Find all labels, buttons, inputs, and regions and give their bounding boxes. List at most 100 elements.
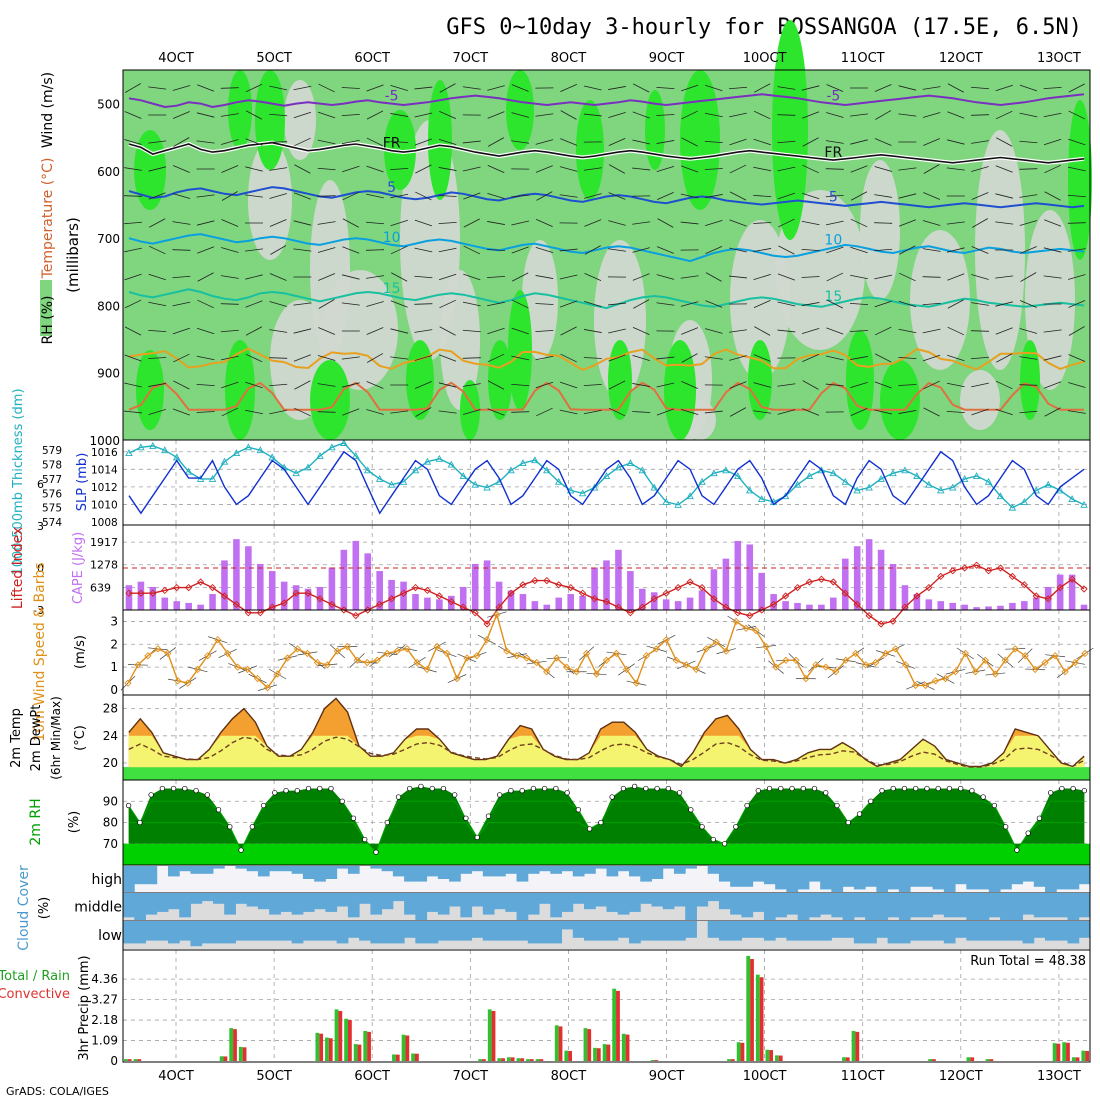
wind-barb [245, 83, 263, 93]
wind-barb [995, 193, 1014, 199]
wind-barb [632, 139, 651, 145]
cloud-bar [302, 921, 315, 941]
cape-bar [328, 567, 336, 610]
wind-barb [1067, 222, 1086, 224]
wind-barb [874, 222, 893, 224]
lifted-index-tick-label: 6 [37, 478, 44, 491]
cloud-bar [977, 866, 990, 890]
rh-point [182, 785, 188, 792]
wind-barb [753, 382, 771, 388]
wind-barb [971, 192, 989, 200]
precip-total-bar [133, 1059, 138, 1061]
wind-barb [560, 353, 577, 363]
wind-barb [996, 137, 1013, 147]
rh-point [733, 824, 739, 830]
precip-total-bar [344, 1018, 348, 1061]
lifted-index-point [626, 609, 635, 617]
wind-barb [511, 411, 530, 413]
wind-barb [632, 221, 651, 225]
wind-speed-line [127, 612, 1086, 689]
cloud-bar [1067, 866, 1080, 890]
wind-barb [245, 326, 263, 336]
precip-total-bar [478, 1059, 483, 1061]
thickness-point [543, 466, 551, 474]
wind-barb [318, 327, 336, 335]
wind-barb [438, 247, 457, 253]
wind-barb [366, 327, 384, 335]
wind-barb [269, 141, 288, 143]
rh-point [125, 802, 132, 809]
cloud-bar [1078, 921, 1091, 938]
cape-bar [543, 604, 551, 610]
wind-barb [535, 246, 554, 254]
wind-speed-point [862, 661, 870, 669]
cloud-bar [696, 893, 709, 907]
cape-bar [424, 597, 431, 610]
cape-bar [889, 563, 897, 610]
date-tick-label-top: 8OCT [551, 51, 587, 66]
cloud-bar [145, 893, 158, 915]
wind-barb [875, 110, 892, 120]
thickness-point [578, 489, 587, 497]
thickness-point [829, 469, 838, 477]
wind-speed-point [642, 652, 651, 660]
cape-bar [555, 597, 563, 610]
precip-total-bar [650, 1060, 655, 1061]
wind-barb [802, 408, 820, 416]
cape-bar [818, 604, 825, 610]
cloud-bar [190, 893, 203, 904]
cape-bar [471, 563, 479, 610]
rh-moist-patch [1068, 100, 1092, 260]
precip-convective-bar [730, 1059, 735, 1061]
cloud-bar [651, 893, 664, 907]
wind-barb [415, 407, 432, 417]
rh-point [373, 849, 379, 855]
rh-point [317, 785, 323, 792]
cloud-bar [336, 893, 349, 907]
precip-convective-bar [596, 1048, 601, 1061]
wind-barb [220, 113, 239, 117]
precip-convective-bar [1066, 1042, 1070, 1061]
cloud-bar [246, 866, 259, 872]
wind-speed-point [543, 668, 551, 676]
precip-convective-bar [137, 1059, 142, 1061]
cloud-bar [1000, 921, 1012, 941]
rh-point [1025, 830, 1031, 836]
wind-speed-point [981, 656, 989, 664]
wind-barb [123, 221, 143, 225]
cape-bar [173, 601, 181, 610]
wind-barb [874, 138, 892, 146]
cloud-bar [943, 893, 956, 918]
cloud-bar [134, 866, 146, 885]
temperature-tick-label: 20 [103, 756, 118, 770]
precip-convective-bar [347, 1020, 352, 1061]
cape-bar [734, 540, 742, 610]
wind-barb [729, 219, 747, 227]
wind-barb [487, 111, 505, 119]
lifted-index-point [316, 595, 324, 603]
wind-speed-point [971, 668, 979, 676]
wind-barb [438, 382, 457, 388]
warm-contour [128, 381, 1084, 411]
rh-point [294, 787, 300, 794]
wind-speed-point [373, 656, 381, 664]
cloud-bar [167, 921, 180, 944]
wind-barb [414, 303, 433, 305]
rh-dry-patch [284, 80, 316, 160]
rh-legend-swatch [40, 280, 52, 336]
cloud-bar [584, 866, 596, 874]
cloud-bar [505, 893, 518, 912]
wind-barb [608, 302, 626, 306]
wind-barb [462, 329, 481, 333]
wind-barb [608, 354, 626, 362]
wind-speed-point [134, 661, 142, 669]
cloud-bar [752, 893, 765, 912]
wind-barb [124, 273, 142, 281]
rh-point [643, 785, 649, 792]
wind-barb [704, 410, 723, 414]
wind-speed-point [792, 656, 800, 664]
rh-moist-patch [576, 100, 604, 200]
cloud-bar [314, 921, 326, 941]
cloud-bar [123, 893, 135, 918]
cape-bar [1080, 604, 1088, 610]
